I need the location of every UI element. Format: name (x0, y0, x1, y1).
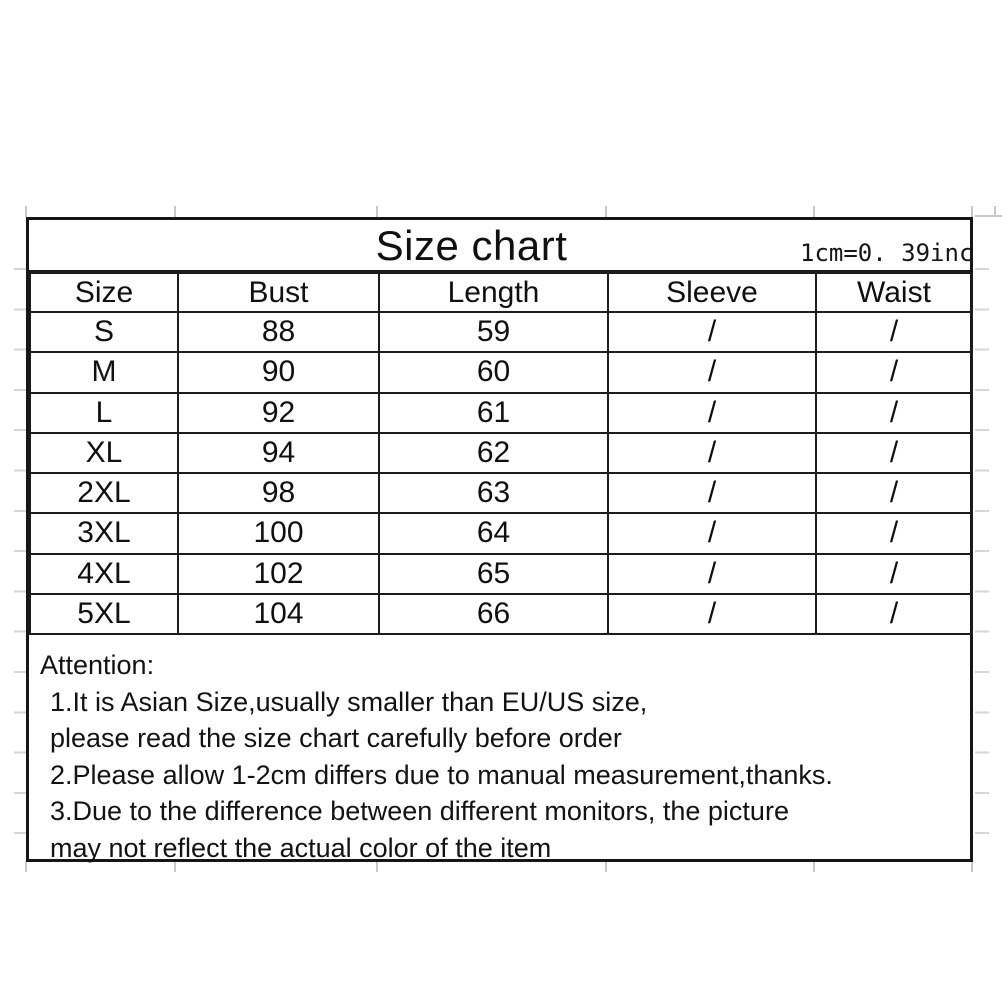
waist-cell: / (815, 471, 973, 515)
table-row: L 92 61 / / (29, 391, 973, 434)
attention-line: may not reflect the actual color of the … (50, 832, 552, 863)
size-cell: 2XL (29, 471, 179, 515)
size-table: Size Bust Length Sleeve Waist S 88 59 / … (29, 272, 973, 636)
length-cell: 61 (378, 391, 609, 434)
waist-cell: / (815, 391, 973, 434)
bust-cell: 88 (177, 310, 380, 354)
table-row: 4XL 102 65 / / (29, 552, 973, 595)
gridline-stub (971, 861, 973, 872)
bust-cell: 100 (177, 512, 380, 555)
attention-line: 1.It is Asian Size,usually smaller than … (50, 686, 648, 717)
bust-cell: 98 (177, 471, 380, 515)
attention-notes: Attention: 1.It is Asian Size,usually sm… (29, 635, 970, 866)
attention-heading: Attention: (40, 650, 155, 680)
col-header-bust: Bust (177, 272, 380, 313)
gridline-stub (605, 861, 607, 872)
table-row: 3XL 100 64 / / (29, 512, 973, 555)
col-header-length: Length (378, 272, 609, 313)
attention-line: 3.Due to the difference between differen… (50, 796, 789, 826)
header-row: Size Bust Length Sleeve Waist (29, 272, 973, 313)
bust-cell: 102 (177, 552, 380, 595)
bust-cell: 92 (177, 391, 380, 434)
gridline-stub (25, 861, 27, 872)
gridline-stub-column (14, 268, 26, 864)
table-row: 5XL 104 66 / / (29, 592, 973, 636)
gridline-stub (376, 861, 378, 872)
sleeve-cell: / (607, 391, 817, 434)
attention-line: 2.Please allow 1-2cm differs due to manu… (50, 759, 833, 790)
sleeve-cell: / (607, 310, 817, 354)
size-chart-table: Size chart 1cm=0. 39inch Size Bust Lengt… (26, 217, 973, 863)
sleeve-cell: / (607, 351, 817, 394)
gridline-stub (605, 206, 607, 217)
attention-line: please read the size chart carefully bef… (50, 723, 622, 753)
size-cell: S (29, 310, 179, 354)
waist-cell: / (815, 351, 973, 394)
length-cell: 66 (378, 592, 609, 636)
size-cell: M (29, 351, 179, 394)
waist-cell: / (815, 310, 973, 354)
chart-title: Size chart (375, 222, 568, 269)
waist-cell: / (815, 512, 973, 555)
sleeve-cell: / (607, 431, 817, 475)
gridline-stub (994, 206, 996, 217)
size-cell: 5XL (29, 592, 179, 636)
title-row: Size chart 1cm=0. 39inch (29, 220, 970, 272)
waist-cell: / (815, 431, 973, 475)
size-cell: XL (29, 431, 179, 475)
size-cell: L (29, 391, 179, 434)
gridline-stub (813, 861, 815, 872)
length-cell: 62 (378, 431, 609, 475)
bust-cell: 94 (177, 431, 380, 475)
sleeve-cell: / (607, 592, 817, 636)
gridline-stub-column (975, 268, 989, 864)
bust-cell: 90 (177, 351, 380, 394)
gridline-stub (174, 861, 176, 872)
table-row: XL 94 62 / / (29, 431, 973, 475)
waist-cell: / (815, 552, 973, 595)
table-row: S 88 59 / / (29, 310, 973, 354)
gridline-stub (174, 206, 176, 217)
gridline-stub (376, 206, 378, 217)
size-cell: 4XL (29, 552, 179, 595)
length-cell: 60 (378, 351, 609, 394)
gridline-stub (813, 206, 815, 217)
table-row: 2XL 98 63 / / (29, 471, 973, 515)
sleeve-cell: / (607, 471, 817, 515)
length-cell: 59 (378, 310, 609, 354)
length-cell: 65 (378, 552, 609, 595)
gridline-stub (25, 206, 27, 217)
length-cell: 63 (378, 471, 609, 515)
sleeve-cell: / (607, 552, 817, 595)
col-header-waist: Waist (815, 272, 973, 313)
gridline-stub (975, 215, 1002, 217)
size-cell: 3XL (29, 512, 179, 555)
gridline-stub (971, 206, 973, 217)
col-header-sleeve: Sleeve (607, 272, 817, 313)
unit-conversion-note: 1cm=0. 39inch (800, 239, 970, 267)
sleeve-cell: / (607, 512, 817, 555)
col-header-size: Size (29, 272, 179, 313)
length-cell: 64 (378, 512, 609, 555)
table-row: M 90 60 / / (29, 351, 973, 394)
bust-cell: 104 (177, 592, 380, 636)
waist-cell: / (815, 592, 973, 636)
